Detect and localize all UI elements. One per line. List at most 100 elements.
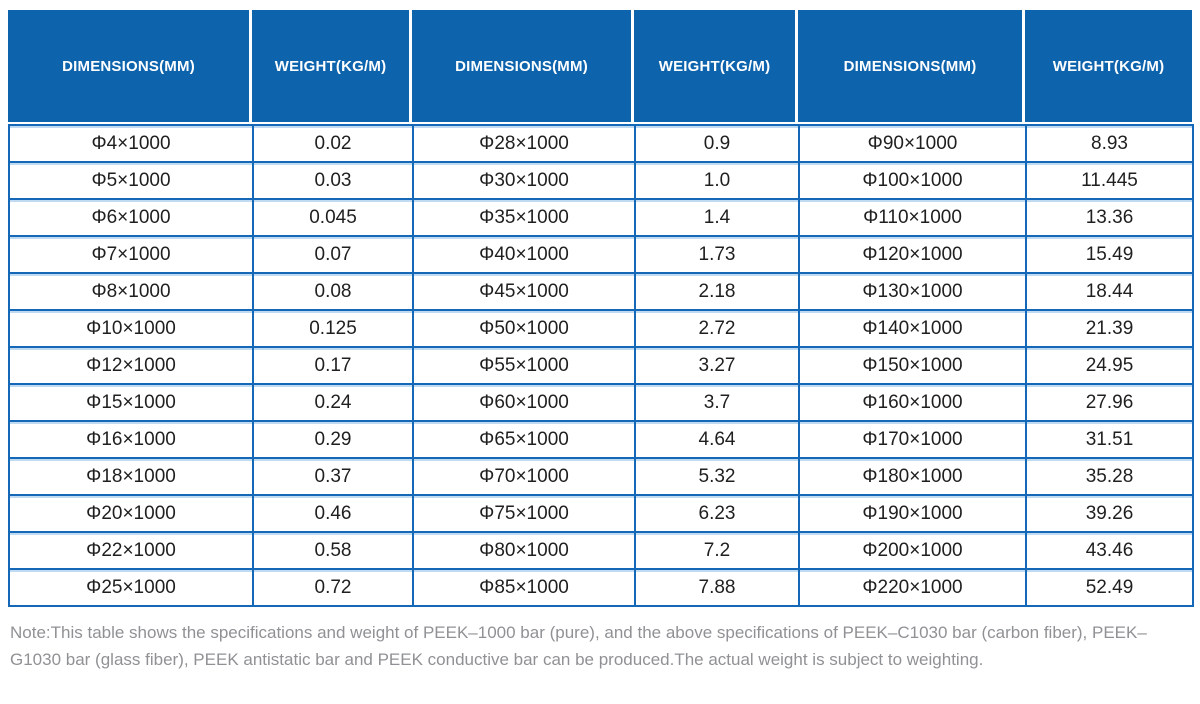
dimension-cell: Φ85×1000 (412, 568, 636, 607)
table-header-row: DIMENSIONS(MM) WEIGHT(KG/M) DIMENSIONS(M… (8, 10, 1192, 122)
table-row: Φ20×1000 0.46 Φ75×1000 6.23 Φ190×1000 39.26 (8, 494, 1194, 533)
weight-cell: 1.0 (634, 161, 800, 200)
weight-cell: 5.32 (634, 457, 800, 496)
header-cell-dimensions-1: DIMENSIONS(MM) (8, 10, 252, 122)
dimension-cell: Φ30×1000 (412, 161, 636, 200)
weight-cell: 43.46 (1025, 531, 1194, 570)
table-row: Φ10×1000 0.125 Φ50×1000 2.72 Φ140×1000 21.39 (8, 309, 1194, 348)
weight-cell: 0.07 (252, 235, 414, 274)
weight-cell: 15.49 (1025, 235, 1194, 274)
dimension-cell: Φ8×1000 (8, 272, 254, 311)
weight-cell: 0.125 (252, 309, 414, 348)
dimension-cell: Φ7×1000 (8, 235, 254, 274)
spec-table-body: Φ4×1000 0.02 Φ28×1000 0.9 Φ90×1000 8.93 Φ5×100… (8, 124, 1194, 607)
weight-cell: 7.2 (634, 531, 800, 570)
weight-cell: 0.02 (252, 124, 414, 163)
dimension-cell: Φ20×1000 (8, 494, 254, 533)
dimension-cell: Φ75×1000 (412, 494, 636, 533)
dimension-cell: Φ22×1000 (8, 531, 254, 570)
dimension-cell: Φ170×1000 (798, 420, 1027, 459)
weight-cell: 27.96 (1025, 383, 1194, 422)
dimension-cell: Φ200×1000 (798, 531, 1027, 570)
weight-cell: 0.045 (252, 198, 414, 237)
dimension-cell: Φ45×1000 (412, 272, 636, 311)
table-row: Φ8×1000 0.08 Φ45×1000 2.18 Φ130×1000 18.44 (8, 272, 1194, 311)
dimension-cell: Φ50×1000 (412, 309, 636, 348)
weight-cell: 0.17 (252, 346, 414, 385)
dimension-cell: Φ55×1000 (412, 346, 636, 385)
table-row: Φ4×1000 0.02 Φ28×1000 0.9 Φ90×1000 8.93 (8, 124, 1194, 163)
table-row: Φ7×1000 0.07 Φ40×1000 1.73 Φ120×1000 15.49 (8, 235, 1194, 274)
dimension-cell: Φ60×1000 (412, 383, 636, 422)
weight-cell: 1.73 (634, 235, 800, 274)
dimension-cell: Φ16×1000 (8, 420, 254, 459)
weight-cell: 0.03 (252, 161, 414, 200)
dimension-cell: Φ6×1000 (8, 198, 254, 237)
dimension-cell: Φ35×1000 (412, 198, 636, 237)
spec-table: Φ4×1000 0.02 Φ28×1000 0.9 Φ90×1000 8.93 Φ5×100… (8, 124, 1194, 607)
dimension-cell: Φ70×1000 (412, 457, 636, 496)
weight-cell: 52.49 (1025, 568, 1194, 607)
dimension-cell: Φ150×1000 (798, 346, 1027, 385)
dimension-cell: Φ180×1000 (798, 457, 1027, 496)
table-row: Φ6×1000 0.045 Φ35×1000 1.4 Φ110×1000 13.36 (8, 198, 1194, 237)
dimension-cell: Φ10×1000 (8, 309, 254, 348)
dimension-cell: Φ18×1000 (8, 457, 254, 496)
weight-cell: 0.24 (252, 383, 414, 422)
weight-cell: 8.93 (1025, 124, 1194, 163)
weight-cell: 35.28 (1025, 457, 1194, 496)
dimension-cell: Φ90×1000 (798, 124, 1027, 163)
weight-cell: 0.37 (252, 457, 414, 496)
weight-cell: 2.18 (634, 272, 800, 311)
dimension-cell: Φ4×1000 (8, 124, 254, 163)
table-row: Φ22×1000 0.58 Φ80×1000 7.2 Φ200×1000 43.46 (8, 531, 1194, 570)
table-row: Φ15×1000 0.24 Φ60×1000 3.7 Φ160×1000 27.96 (8, 383, 1194, 422)
header-cell-weight-2: WEIGHT(KG/M) (634, 10, 798, 122)
header-cell-dimensions-2: DIMENSIONS(MM) (412, 10, 634, 122)
weight-cell: 7.88 (634, 568, 800, 607)
weight-cell: 11.445 (1025, 161, 1194, 200)
weight-cell: 39.26 (1025, 494, 1194, 533)
weight-cell: 6.23 (634, 494, 800, 533)
table-row: Φ18×1000 0.37 Φ70×1000 5.32 Φ180×1000 35.28 (8, 457, 1194, 496)
dimension-cell: Φ5×1000 (8, 161, 254, 200)
weight-cell: 0.9 (634, 124, 800, 163)
dimension-cell: Φ120×1000 (798, 235, 1027, 274)
weight-cell: 2.72 (634, 309, 800, 348)
dimension-cell: Φ28×1000 (412, 124, 636, 163)
weight-cell: 3.27 (634, 346, 800, 385)
weight-cell: 0.08 (252, 272, 414, 311)
dimension-cell: Φ190×1000 (798, 494, 1027, 533)
header-cell-dimensions-3: DIMENSIONS(MM) (798, 10, 1025, 122)
dimension-cell: Φ220×1000 (798, 568, 1027, 607)
table-row: Φ12×1000 0.17 Φ55×1000 3.27 Φ150×1000 24.95 (8, 346, 1194, 385)
dimension-cell: Φ15×1000 (8, 383, 254, 422)
weight-cell: 0.72 (252, 568, 414, 607)
table-row: Φ16×1000 0.29 Φ65×1000 4.64 Φ170×1000 31.51 (8, 420, 1194, 459)
table-row: Φ5×1000 0.03 Φ30×1000 1.0 Φ100×1000 11.445 (8, 161, 1194, 200)
dimension-cell: Φ160×1000 (798, 383, 1027, 422)
dimension-cell: Φ80×1000 (412, 531, 636, 570)
header-cell-weight-3: WEIGHT(KG/M) (1025, 10, 1192, 122)
weight-cell: 31.51 (1025, 420, 1194, 459)
weight-cell: 24.95 (1025, 346, 1194, 385)
dimension-cell: Φ25×1000 (8, 568, 254, 607)
weight-cell: 18.44 (1025, 272, 1194, 311)
weight-cell: 3.7 (634, 383, 800, 422)
note-text: Note:This table shows the specifications… (10, 623, 1147, 669)
spec-sheet: DIMENSIONS(MM) WEIGHT(KG/M) DIMENSIONS(M… (8, 10, 1194, 673)
dimension-cell: Φ65×1000 (412, 420, 636, 459)
weight-cell: 13.36 (1025, 198, 1194, 237)
dimension-cell: Φ130×1000 (798, 272, 1027, 311)
weight-cell: 0.46 (252, 494, 414, 533)
weight-cell: 0.29 (252, 420, 414, 459)
dimension-cell: Φ40×1000 (412, 235, 636, 274)
table-row: Φ25×1000 0.72 Φ85×1000 7.88 Φ220×1000 52.49 (8, 568, 1194, 607)
weight-cell: 1.4 (634, 198, 800, 237)
weight-cell: 0.58 (252, 531, 414, 570)
dimension-cell: Φ12×1000 (8, 346, 254, 385)
dimension-cell: Φ110×1000 (798, 198, 1027, 237)
dimension-cell: Φ100×1000 (798, 161, 1027, 200)
weight-cell: 21.39 (1025, 309, 1194, 348)
header-cell-weight-1: WEIGHT(KG/M) (252, 10, 412, 122)
